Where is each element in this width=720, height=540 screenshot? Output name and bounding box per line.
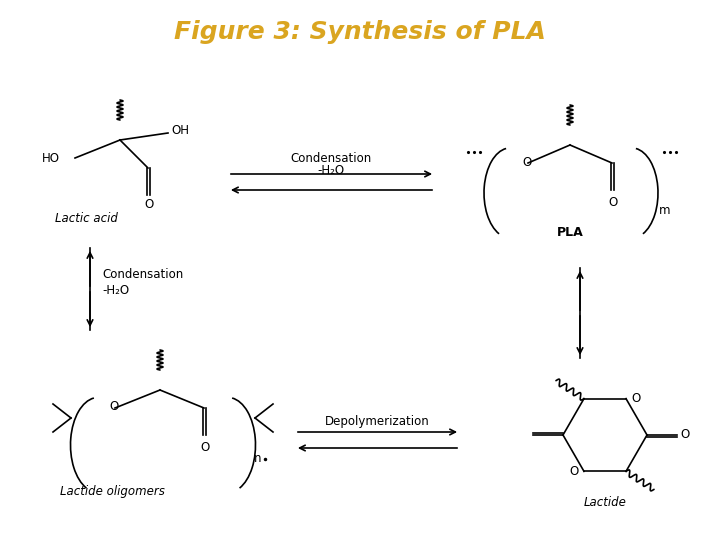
- Text: n: n: [254, 451, 261, 464]
- Text: -H₂O: -H₂O: [318, 165, 345, 178]
- Text: Condensation: Condensation: [290, 152, 372, 165]
- Text: O: O: [109, 401, 119, 414]
- Text: O: O: [608, 196, 618, 209]
- Text: O: O: [200, 441, 210, 454]
- Text: OH: OH: [171, 125, 189, 138]
- Text: O: O: [680, 429, 689, 442]
- Text: Lactide oligomers: Lactide oligomers: [60, 485, 165, 498]
- Text: Lactide: Lactide: [584, 496, 626, 510]
- Text: Depolymerization: Depolymerization: [325, 415, 429, 429]
- Text: O: O: [523, 156, 531, 168]
- Text: Lactic acid: Lactic acid: [55, 212, 118, 225]
- Text: PLA: PLA: [557, 226, 583, 239]
- Text: O: O: [145, 198, 153, 211]
- Text: Figure 3: Synthesis of PLA: Figure 3: Synthesis of PLA: [174, 20, 546, 44]
- Text: O: O: [570, 465, 579, 478]
- Text: Condensation: Condensation: [102, 268, 184, 281]
- Text: -H₂O: -H₂O: [102, 285, 129, 298]
- Text: m: m: [659, 204, 670, 217]
- Text: O: O: [631, 392, 640, 405]
- Text: HO: HO: [42, 152, 60, 165]
